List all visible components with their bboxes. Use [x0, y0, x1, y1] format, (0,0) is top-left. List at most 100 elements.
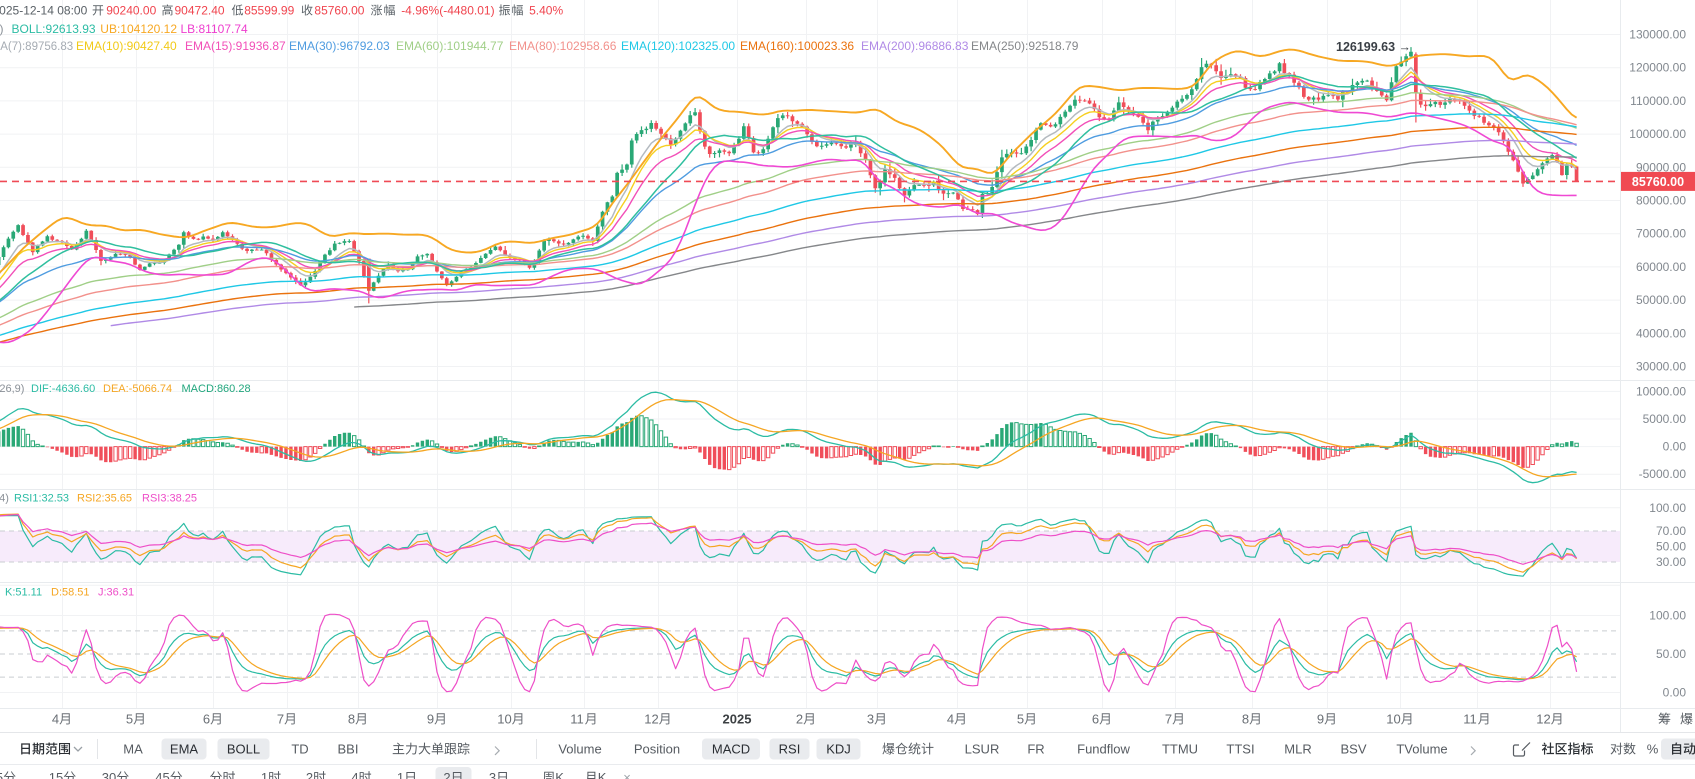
svg-text:EMA(7):89756.83: EMA(7):89756.83: [0, 41, 73, 53]
svg-text:126199.63 →: 126199.63 →: [1336, 40, 1411, 54]
svg-text:3: 3: [867, 712, 874, 727]
svg-text:90472.40: 90472.40: [175, 4, 225, 18]
svg-text:EMA(30):96792.03: EMA(30):96792.03: [289, 39, 390, 53]
svg-text:Volume: Volume: [558, 742, 601, 757]
svg-text:MACD: MACD: [712, 742, 750, 757]
svg-text:5: 5: [0, 770, 3, 779]
svg-text:0.00: 0.00: [1663, 440, 1687, 454]
svg-text:120000.00: 120000.00: [1629, 61, 1686, 75]
svg-text:10000.00: 10000.00: [1636, 384, 1686, 398]
svg-text:30: 30: [102, 770, 116, 779]
svg-text:DIF:-4636.60: DIF:-4636.60: [31, 383, 95, 395]
svg-text:9: 9: [427, 712, 434, 727]
svg-text:MA: MA: [123, 742, 143, 757]
svg-text:100.00: 100.00: [1649, 501, 1686, 515]
svg-text:LSUR: LSUR: [965, 742, 1000, 757]
svg-text:40000.00: 40000.00: [1636, 326, 1686, 340]
svg-text:8: 8: [1242, 712, 1249, 727]
svg-text:BSV: BSV: [1340, 742, 1366, 757]
svg-text:90240.00: 90240.00: [106, 4, 156, 18]
svg-text:TVolume: TVolume: [1396, 742, 1447, 757]
svg-text:DEA:-5066.74: DEA:-5066.74: [103, 383, 172, 395]
svg-text:3: 3: [489, 770, 496, 779]
svg-text:7: 7: [277, 712, 284, 727]
svg-text:60000.00: 60000.00: [1636, 260, 1686, 274]
svg-text:10: 10: [1386, 712, 1400, 727]
svg-text:11: 11: [570, 712, 584, 727]
svg-text:EMA(60):101944.77: EMA(60):101944.77: [396, 39, 504, 53]
svg-text:85599.99: 85599.99: [244, 4, 294, 18]
svg-text:KDJ: KDJ: [826, 742, 851, 757]
svg-text:2025: 2025: [723, 712, 752, 727]
svg-text:2: 2: [443, 770, 450, 779]
svg-text:5000.00: 5000.00: [1643, 412, 1687, 426]
svg-text:-5000.00: -5000.00: [1639, 467, 1687, 481]
svg-text:100.00: 100.00: [1649, 609, 1686, 623]
svg-text:5: 5: [126, 712, 133, 727]
svg-text:RSI2:35.65: RSI2:35.65: [77, 493, 132, 505]
svg-text:×: ×: [623, 770, 631, 779]
svg-text:5.40%: 5.40%: [529, 4, 563, 18]
svg-text:EMA: EMA: [170, 742, 199, 757]
svg-text:85760.00: 85760.00: [314, 4, 364, 18]
svg-text:RSI: RSI: [779, 742, 801, 757]
svg-text:D:58.51: D:58.51: [51, 587, 90, 599]
svg-text:2025-12-14 08:00: 2025-12-14 08:00: [0, 4, 88, 18]
svg-text:10: 10: [497, 712, 511, 727]
svg-text:1: 1: [397, 770, 404, 779]
svg-text:11: 11: [1463, 712, 1477, 727]
svg-text:RSI(6,12,24): RSI(6,12,24): [0, 493, 9, 505]
svg-text:FR: FR: [1027, 742, 1044, 757]
svg-text:K: K: [555, 770, 564, 779]
svg-text:EMA(250):92518.79: EMA(250):92518.79: [971, 39, 1079, 53]
svg-text:80000.00: 80000.00: [1636, 194, 1686, 208]
svg-text:5: 5: [1017, 712, 1024, 727]
svg-text:50.00: 50.00: [1656, 647, 1686, 661]
svg-text:K:51.11: K:51.11: [5, 587, 42, 599]
svg-text:45: 45: [155, 770, 169, 779]
svg-text:J:36.31: J:36.31: [98, 587, 134, 599]
svg-text:%: %: [1647, 742, 1659, 757]
svg-text:-4.96%(-4480.01): -4.96%(-4480.01): [401, 4, 494, 18]
svg-text:UB:104120.12: UB:104120.12: [100, 22, 177, 36]
svg-text:6: 6: [1092, 712, 1099, 727]
svg-text:BOLL:92613.93: BOLL:92613.93: [12, 22, 96, 36]
svg-text:9: 9: [1317, 712, 1324, 727]
svg-text:TD: TD: [291, 742, 308, 757]
svg-text:EMA(160):100023.36: EMA(160):100023.36: [740, 39, 854, 53]
svg-text:8: 8: [348, 712, 355, 727]
svg-text:30.00: 30.00: [1656, 555, 1686, 569]
svg-text:70000.00: 70000.00: [1636, 227, 1686, 241]
svg-text:TTSI: TTSI: [1226, 742, 1254, 757]
svg-text:2: 2: [796, 712, 803, 727]
svg-text:Position: Position: [634, 742, 680, 757]
svg-text:K: K: [598, 770, 607, 779]
svg-text:130000.00: 130000.00: [1629, 28, 1686, 42]
svg-text:RSI1:32.53: RSI1:32.53: [14, 493, 69, 505]
svg-text:6: 6: [203, 712, 210, 727]
svg-text:7: 7: [1165, 712, 1172, 727]
svg-text:EMA(80):102958.66: EMA(80):102958.66: [509, 39, 617, 53]
svg-text:90000.00: 90000.00: [1636, 160, 1686, 174]
svg-text:100000.00: 100000.00: [1629, 127, 1686, 141]
svg-text:15: 15: [49, 770, 63, 779]
svg-text:2: 2: [306, 770, 313, 779]
svg-text:MACD(12,26,9): MACD(12,26,9): [0, 383, 24, 395]
svg-text:4: 4: [947, 712, 954, 727]
svg-text:70.00: 70.00: [1656, 524, 1686, 538]
svg-text:RSI3:38.25: RSI3:38.25: [142, 493, 197, 505]
svg-text:85760.00: 85760.00: [1632, 175, 1684, 189]
svg-text:BBI: BBI: [338, 742, 359, 757]
svg-text:Fundflow: Fundflow: [1077, 742, 1130, 757]
svg-text:EMA(200):96886.83: EMA(200):96886.83: [861, 39, 969, 53]
svg-text:110000.00: 110000.00: [1630, 94, 1686, 108]
svg-text:4: 4: [52, 712, 59, 727]
svg-text:EMA(10):90427.40: EMA(10):90427.40: [76, 39, 177, 53]
svg-text:BOLL: BOLL: [227, 742, 260, 757]
svg-text:TTMU: TTMU: [1162, 742, 1198, 757]
svg-text:LB:81107.74: LB:81107.74: [181, 22, 248, 36]
svg-text:30000.00: 30000.00: [1636, 360, 1686, 374]
svg-text:12: 12: [644, 712, 658, 727]
svg-text:1: 1: [261, 770, 268, 779]
svg-text:MACD:860.28: MACD:860.28: [182, 383, 251, 395]
